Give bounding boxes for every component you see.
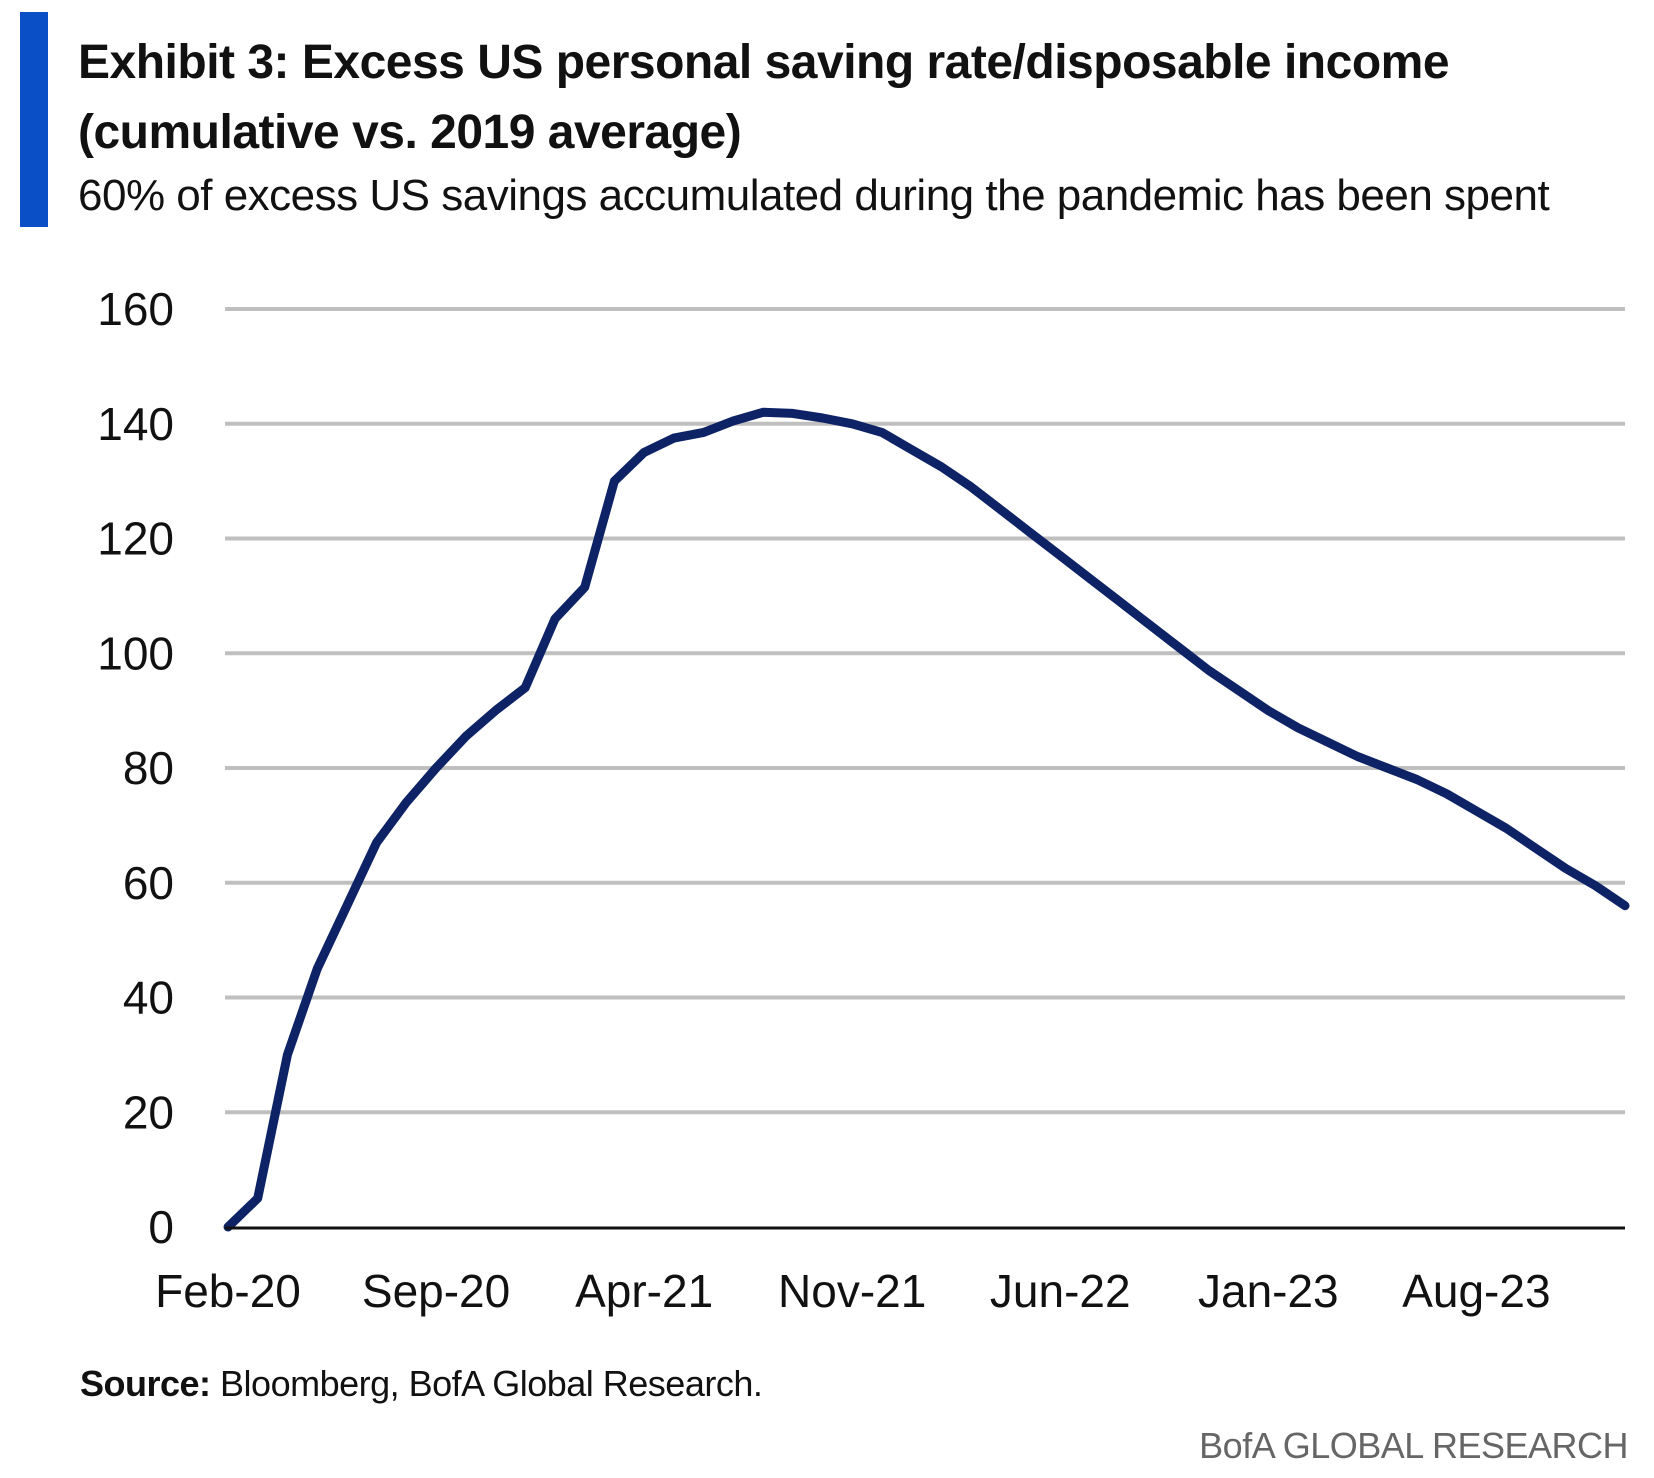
chart-title-line-2: (cumulative vs. 2019 average): [78, 106, 742, 159]
x-tick-label: Aug-23: [1402, 1265, 1550, 1317]
y-tick-label: 20: [123, 1086, 174, 1138]
chart-title-line-1: Exhibit 3: Excess US personal saving rat…: [78, 36, 1450, 89]
x-tick-label: Feb-20: [155, 1265, 301, 1317]
x-tick-label: Jan-23: [1198, 1265, 1339, 1317]
y-tick-label: 40: [123, 972, 174, 1024]
x-tick-label: Jun-22: [990, 1265, 1131, 1317]
series-line: [223, 407, 1630, 1232]
branding-text: BofA GLOBAL RESEARCH: [1199, 1425, 1628, 1466]
x-tick-label: Sep-20: [362, 1265, 510, 1317]
y-tick-label: 80: [123, 742, 174, 794]
y-tick-label: 0: [148, 1201, 174, 1253]
chart-title: Exhibit 3: Excess US personal saving rat…: [78, 28, 1618, 168]
chart-subtitle: 60% of excess US savings accumulated dur…: [78, 171, 1550, 220]
line-chart: 0 20 40 60 80 100 120 140 160 Feb-20 Sep-20 Apr-21…: [97, 283, 1630, 1317]
source-text: Bloomberg, BofA Global Research.: [210, 1363, 763, 1404]
source-note: Source: Bloomberg, BofA Global Research.: [80, 1362, 763, 1406]
y-tick-label: 60: [123, 857, 174, 909]
source-label: Source:: [80, 1363, 211, 1404]
accent-bar: [20, 12, 48, 227]
x-tick-label: Apr-21: [575, 1265, 713, 1317]
series-layer: [223, 407, 1630, 1232]
y-axis-ticks: 0 20 40 60 80 100 120 140 160: [97, 283, 174, 1253]
y-tick-label: 120: [97, 513, 174, 565]
x-axis-ticks: Feb-20 Sep-20 Apr-21 Nov-21 Jun-22 Jan-23 Aug-…: [155, 1265, 1550, 1317]
x-tick-label: Nov-21: [778, 1265, 926, 1317]
y-tick-label: 100: [97, 627, 174, 679]
y-tick-label: 160: [97, 283, 174, 335]
y-tick-label: 140: [97, 398, 174, 450]
gridlines: [225, 307, 1625, 1115]
